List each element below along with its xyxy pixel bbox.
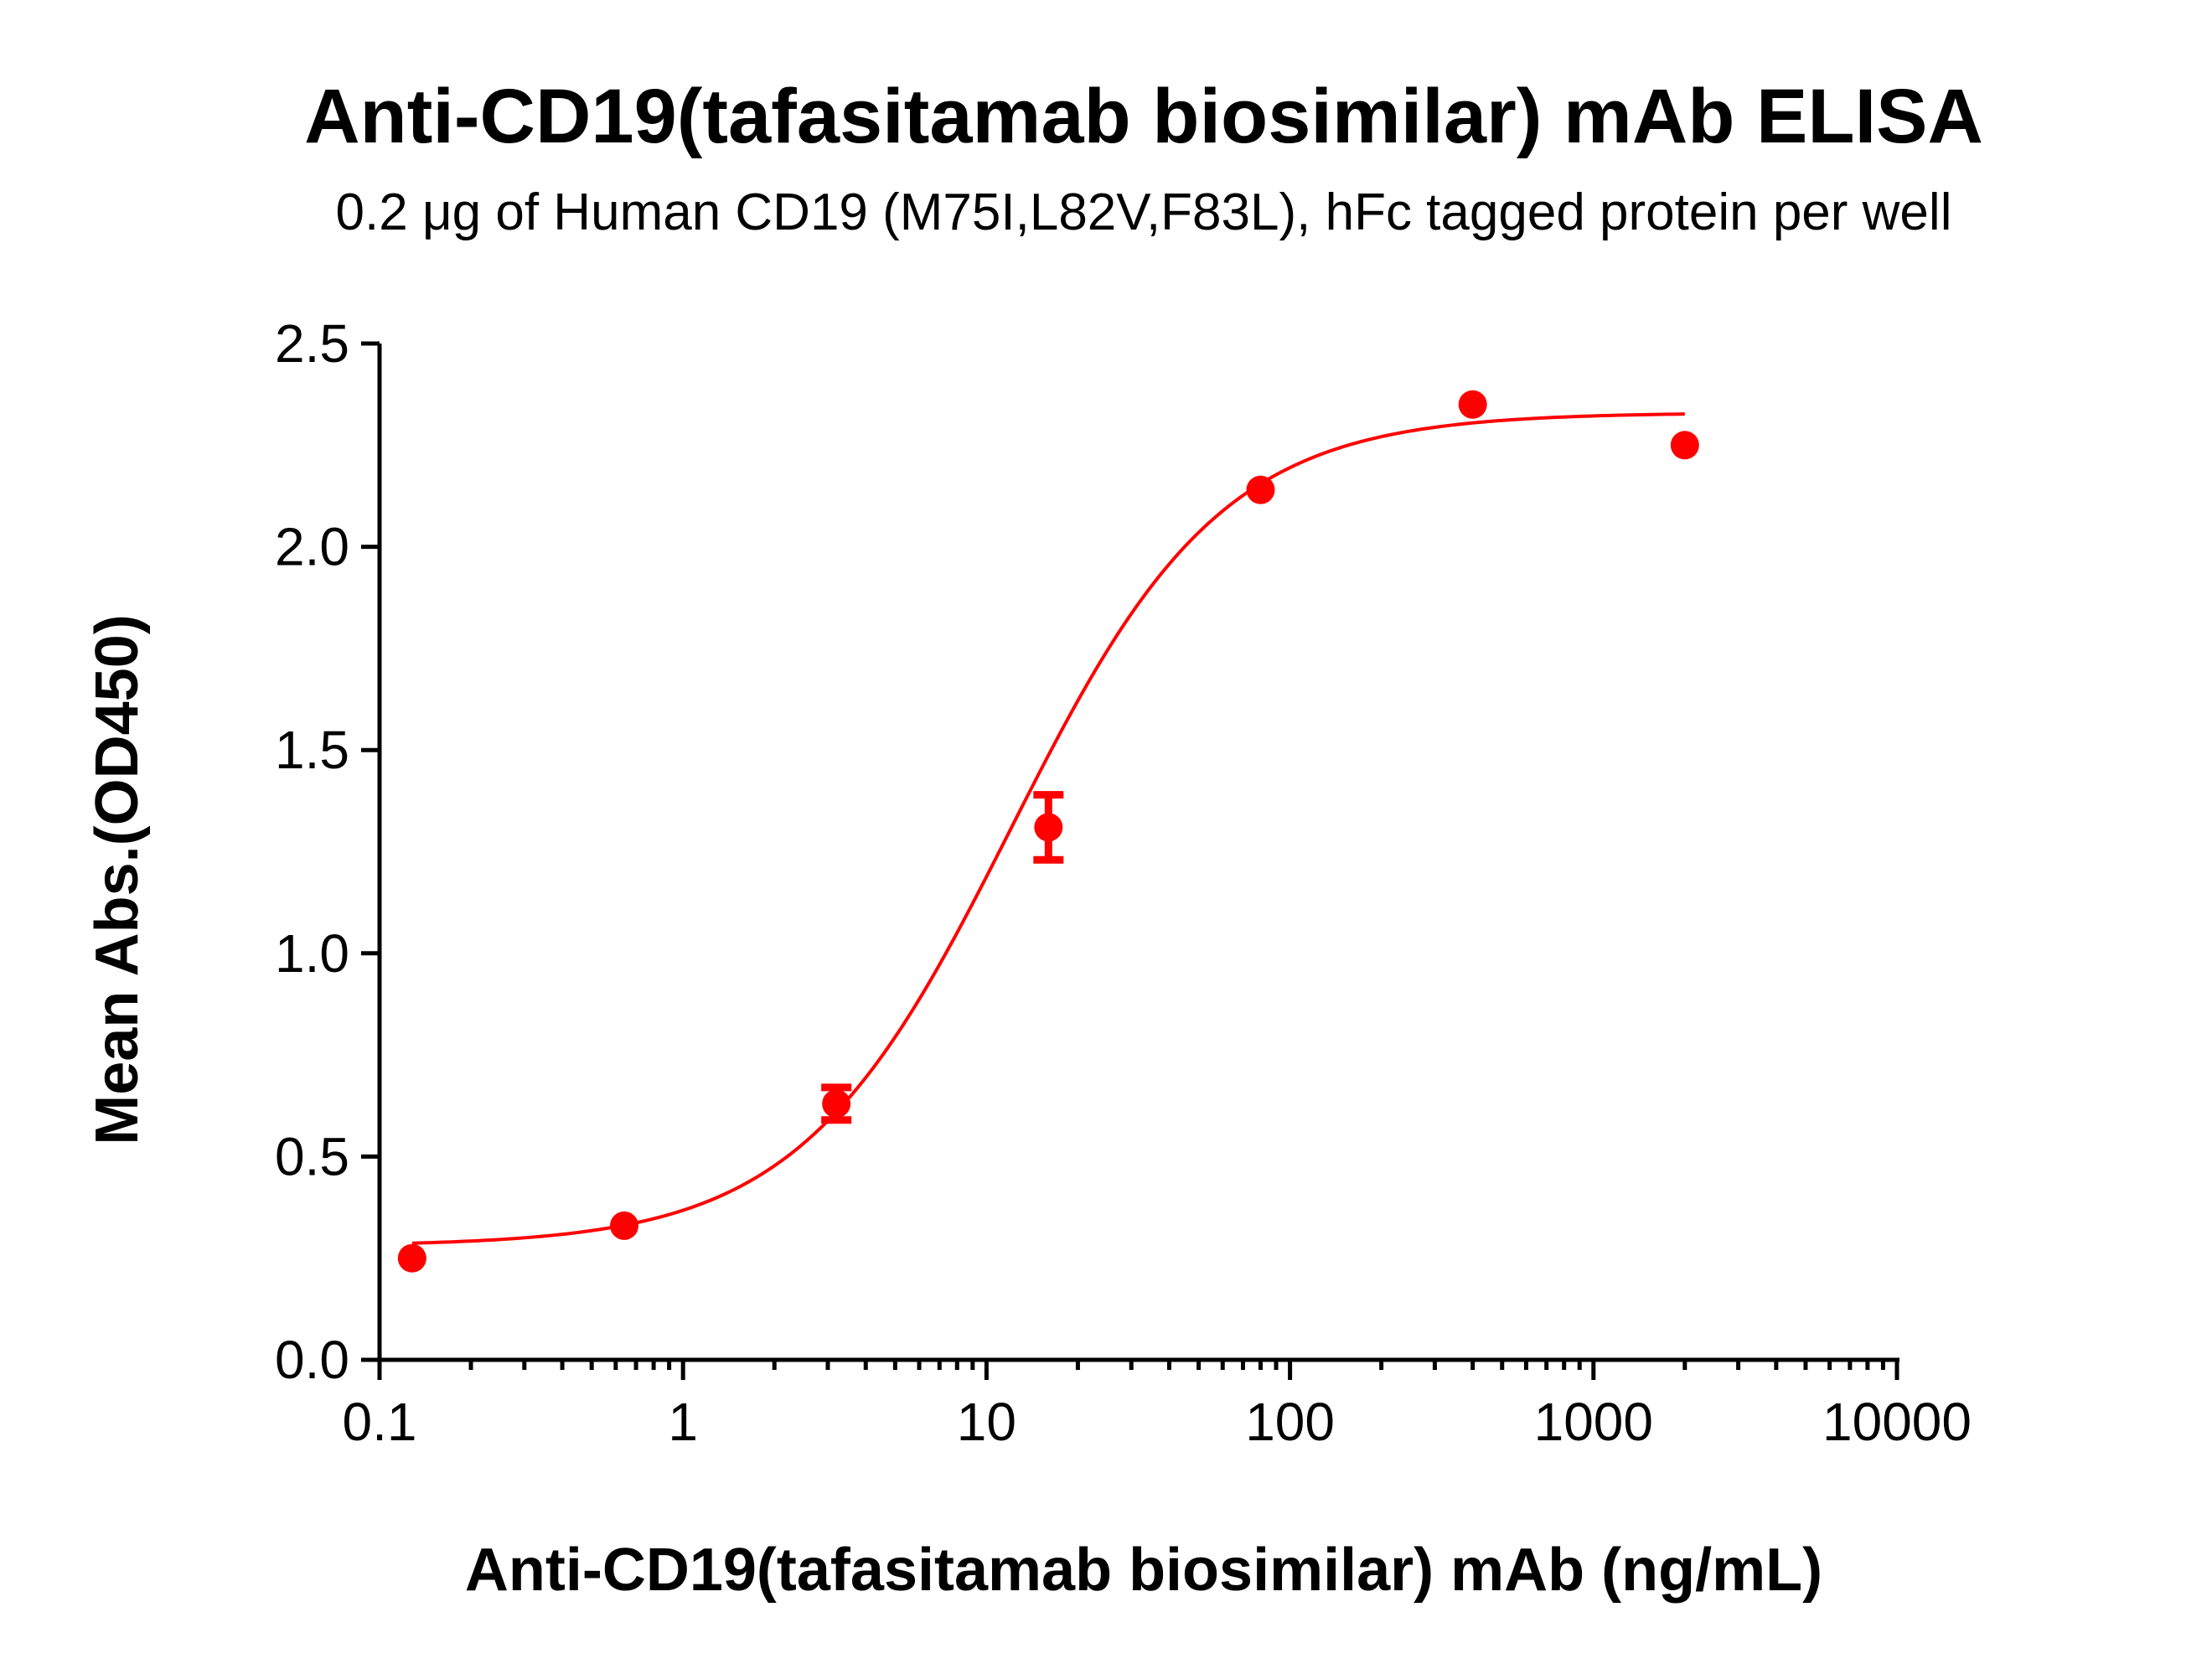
data-point — [1458, 390, 1487, 419]
y-tick-label: 0.5 — [275, 1126, 349, 1186]
y-tick-label: 0.0 — [275, 1330, 349, 1390]
axes — [377, 344, 1899, 1362]
data-point — [397, 1243, 426, 1273]
y-tick-label: 1.5 — [275, 720, 349, 780]
y-tick-label: 2.0 — [275, 517, 349, 577]
data-point — [1246, 475, 1275, 504]
x-tick-label: 10000 — [1822, 1392, 1972, 1452]
data-point — [609, 1211, 638, 1240]
x-tick-label: 0.1 — [343, 1392, 417, 1452]
y-ticks: 0.0 0.5 1.0 1.5 2.0 2.5 — [275, 313, 380, 1390]
data-point — [1670, 431, 1699, 460]
x-tick-label: 1000 — [1534, 1392, 1653, 1452]
x-tick-label: 100 — [1245, 1392, 1335, 1452]
y-tick-label: 2.5 — [275, 313, 349, 374]
x-axis-title: Anti-CD19(tafasitamab biosimilar) mAb (n… — [465, 1537, 1822, 1604]
chart-title: Anti-CD19(tafasitamab biosimilar) mAb EL… — [304, 74, 1983, 159]
y-axis-title: Mean Abs.(OD450) — [84, 614, 151, 1145]
x-tick-label: 10 — [957, 1392, 1016, 1452]
points-layer — [397, 390, 1699, 1273]
x-tick-label: 1 — [668, 1392, 698, 1452]
data-point — [1034, 813, 1063, 842]
y-tick-label: 1.0 — [275, 923, 349, 984]
x-ticks: 0.1 1 10 100 1000 10000 — [343, 1360, 1972, 1452]
data-point — [822, 1089, 851, 1119]
chart-subtitle: 0.2 μg of Human CD19 (M75I,L82V,F83L), h… — [336, 183, 1952, 241]
